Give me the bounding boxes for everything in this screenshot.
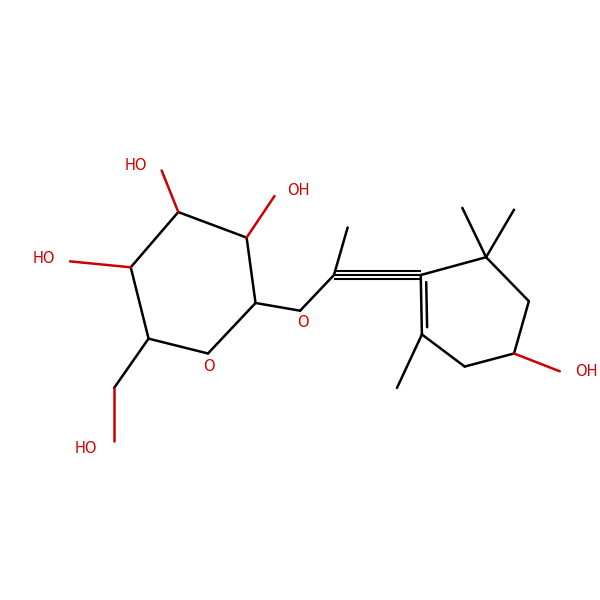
Text: HO: HO [33, 251, 55, 266]
Text: OH: OH [287, 182, 310, 197]
Text: HO: HO [75, 441, 97, 456]
Text: O: O [297, 315, 309, 330]
Text: HO: HO [124, 158, 147, 173]
Text: O: O [203, 359, 215, 374]
Text: OH: OH [575, 364, 597, 379]
